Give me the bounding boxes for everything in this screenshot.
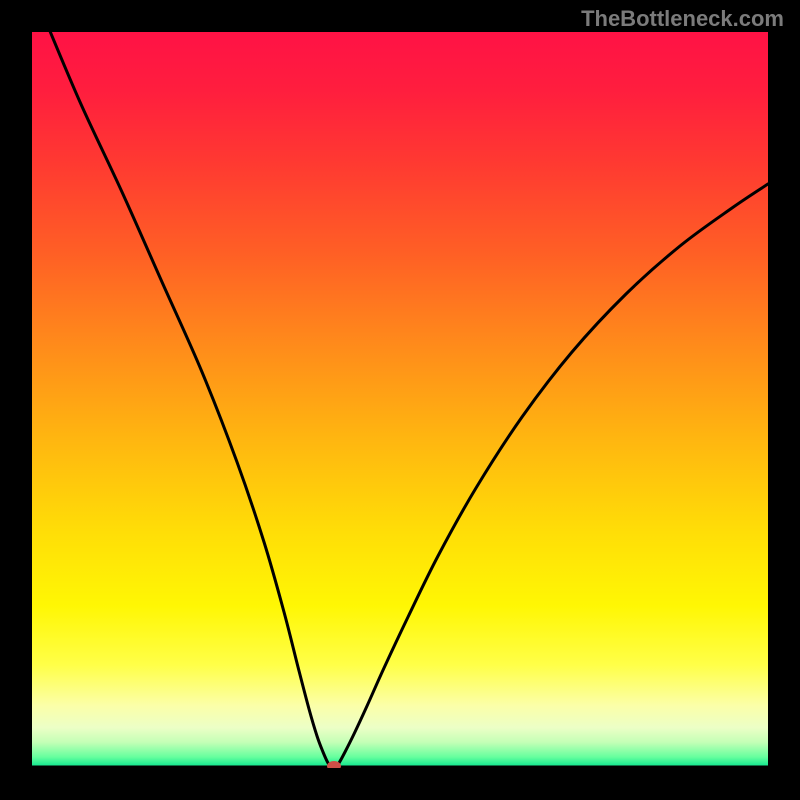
plot-background	[32, 32, 768, 768]
plot-svg	[32, 32, 768, 768]
canvas: TheBottleneck.com	[0, 0, 800, 800]
watermark-text: TheBottleneck.com	[581, 6, 784, 32]
plot-area	[32, 32, 768, 768]
